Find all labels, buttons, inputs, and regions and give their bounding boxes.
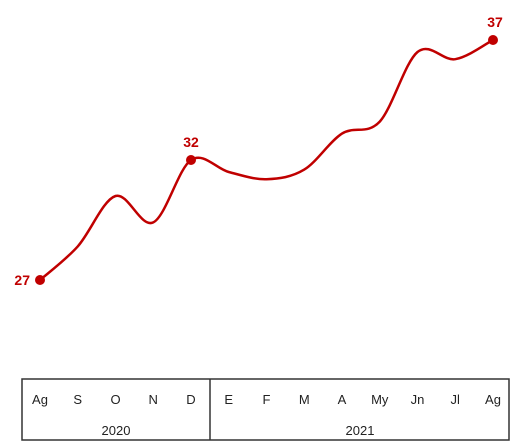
data-label: 27 (14, 272, 30, 288)
data-label: 32 (183, 134, 199, 150)
month-tick-labels: Ag S O N D E F M A My Jn Jl Ag (32, 392, 501, 407)
x-tick-label: Jn (411, 392, 425, 407)
markers-group (35, 35, 498, 285)
data-label: 37 (487, 14, 503, 30)
x-axis-table (21, 378, 510, 441)
data-point-marker (35, 275, 45, 285)
x-tick-label: D (186, 392, 195, 407)
year-tick-labels: 2020 2021 (102, 423, 375, 438)
x-tick-label: My (371, 392, 389, 407)
year-group-label: 2021 (346, 423, 375, 438)
x-tick-label: A (338, 392, 347, 407)
year-group-label: 2020 (102, 423, 131, 438)
x-tick-label: F (263, 392, 271, 407)
x-tick-label: Jl (451, 392, 461, 407)
x-tick-label: N (149, 392, 158, 407)
x-tick-label: S (73, 392, 82, 407)
x-axis: Ag S O N D E F M A My Jn Jl Ag 2020 2021 (21, 378, 510, 441)
x-tick-label: M (299, 392, 310, 407)
data-point-marker (186, 155, 196, 165)
series-line (38, 38, 495, 282)
x-tick-label: Ag (32, 392, 48, 407)
x-tick-label: Ag (485, 392, 501, 407)
x-tick-label: E (224, 392, 233, 407)
data-point-marker (488, 35, 498, 45)
plot-area: 27 32 37 (14, 14, 503, 288)
x-tick-label: O (110, 392, 120, 407)
data-labels-group: 27 32 37 (14, 14, 503, 288)
